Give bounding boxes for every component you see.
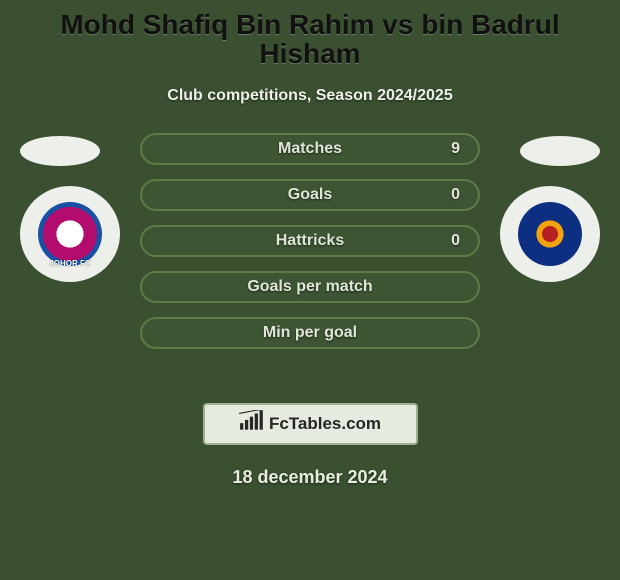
stat-value: 0 bbox=[451, 232, 460, 250]
page-title: Mohd Shafiq Bin Rahim vs bin Badrul Hish… bbox=[0, 0, 620, 73]
comparison-card: Mohd Shafiq Bin Rahim vs bin Badrul Hish… bbox=[0, 0, 620, 580]
player-left-ellipse bbox=[20, 136, 100, 166]
stat-label: Goals per match bbox=[247, 278, 372, 296]
pahang-crest-icon bbox=[518, 202, 582, 266]
team-right-crest bbox=[500, 186, 600, 282]
stat-label: Matches bbox=[278, 140, 342, 158]
stat-row: Matches 9 bbox=[140, 133, 480, 165]
stat-row: Goals per match bbox=[140, 271, 480, 303]
stats-area: Matches 9 Goals 0 Hattricks 0 Goals per … bbox=[0, 133, 620, 393]
brand-text: FcTables.com bbox=[269, 414, 381, 434]
stat-label: Hattricks bbox=[276, 232, 344, 250]
stat-label: Goals bbox=[288, 186, 332, 204]
johor-fc-crest-icon bbox=[38, 202, 102, 266]
subtitle: Club competitions, Season 2024/2025 bbox=[0, 87, 620, 105]
stat-row: Goals 0 bbox=[140, 179, 480, 211]
stat-row: Min per goal bbox=[140, 317, 480, 349]
player-right-ellipse bbox=[520, 136, 600, 166]
brand-badge[interactable]: FcTables.com bbox=[203, 403, 418, 445]
stat-label: Min per goal bbox=[263, 324, 357, 342]
stat-value: 9 bbox=[451, 140, 460, 158]
stat-value: 0 bbox=[451, 186, 460, 204]
stat-row: Hattricks 0 bbox=[140, 225, 480, 257]
bar-chart-icon bbox=[239, 410, 265, 437]
date-label: 18 december 2024 bbox=[0, 467, 620, 488]
stat-rows: Matches 9 Goals 0 Hattricks 0 Goals per … bbox=[140, 133, 480, 363]
team-left-crest bbox=[20, 186, 120, 282]
